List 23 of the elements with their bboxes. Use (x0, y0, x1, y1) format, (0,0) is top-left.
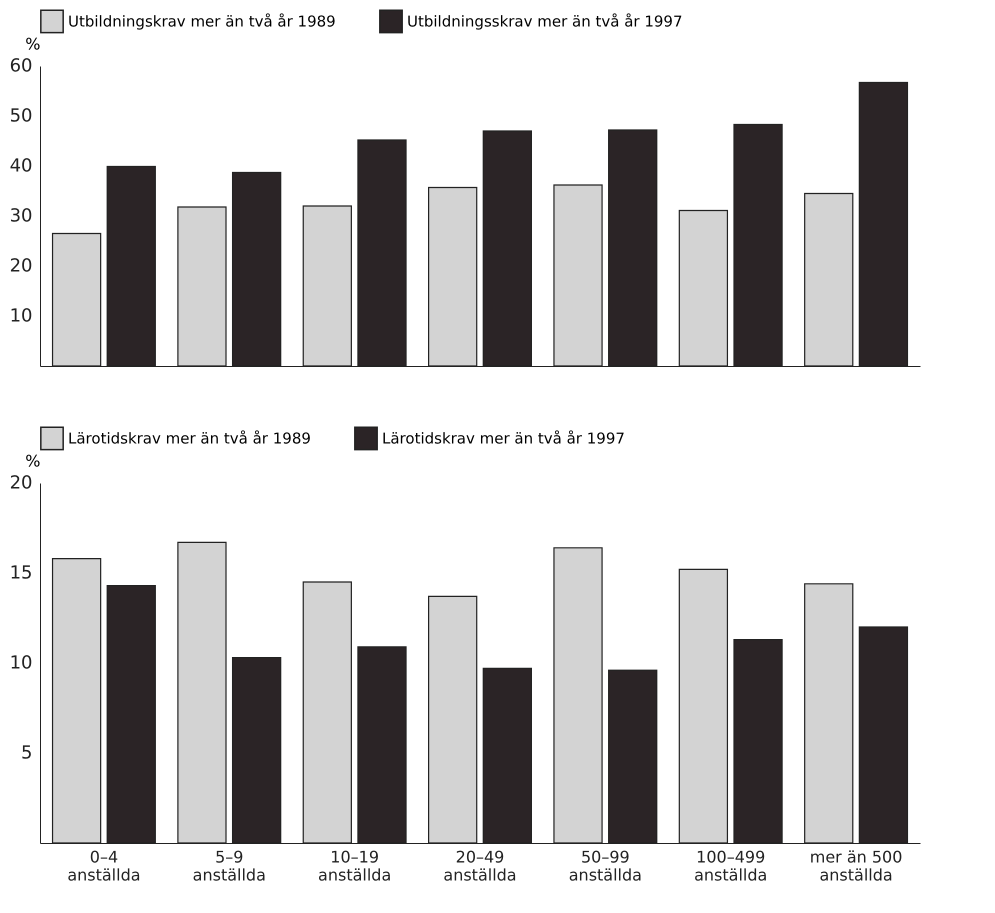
y-tick-label: 60 (10, 56, 32, 76)
y-tick-label: 5 (21, 742, 32, 764)
legend-label: Utbildningsskrav mer än två år 1997 (407, 12, 683, 30)
y-tick-label: 20 (10, 256, 32, 276)
y-tick-label: 30 (10, 206, 32, 226)
x-tick-label: 50–99 anställda (568, 848, 642, 884)
legend-label: Lärotidskrav mer än två år 1997 (382, 429, 625, 448)
y-axis-title: % (25, 452, 40, 470)
x-tick-label: mer än 500 anställda (810, 848, 902, 884)
legend-label: Utbildningskrav mer än två år 1989 (68, 12, 336, 30)
x-tick-label: 10–19 anställda (318, 848, 392, 884)
x-tick-label: 20–49 anställda (443, 848, 517, 884)
y-axis-title: % (25, 34, 40, 54)
x-tick-label: 5–9 anställda (192, 848, 266, 884)
legend-label: Lärotidskrav mer än två år 1989 (68, 429, 311, 448)
y-tick-label: 10 (10, 652, 32, 674)
x-tick-label: 0–4 anställda (67, 848, 141, 884)
x-tick-label: 100–499 anställda (694, 848, 768, 884)
y-tick-label: 40 (10, 156, 32, 176)
y-tick-label: 20 (10, 472, 32, 494)
y-tick-label: 15 (10, 562, 32, 584)
y-tick-label: 50 (10, 106, 32, 126)
y-tick-label: 10 (10, 306, 32, 326)
